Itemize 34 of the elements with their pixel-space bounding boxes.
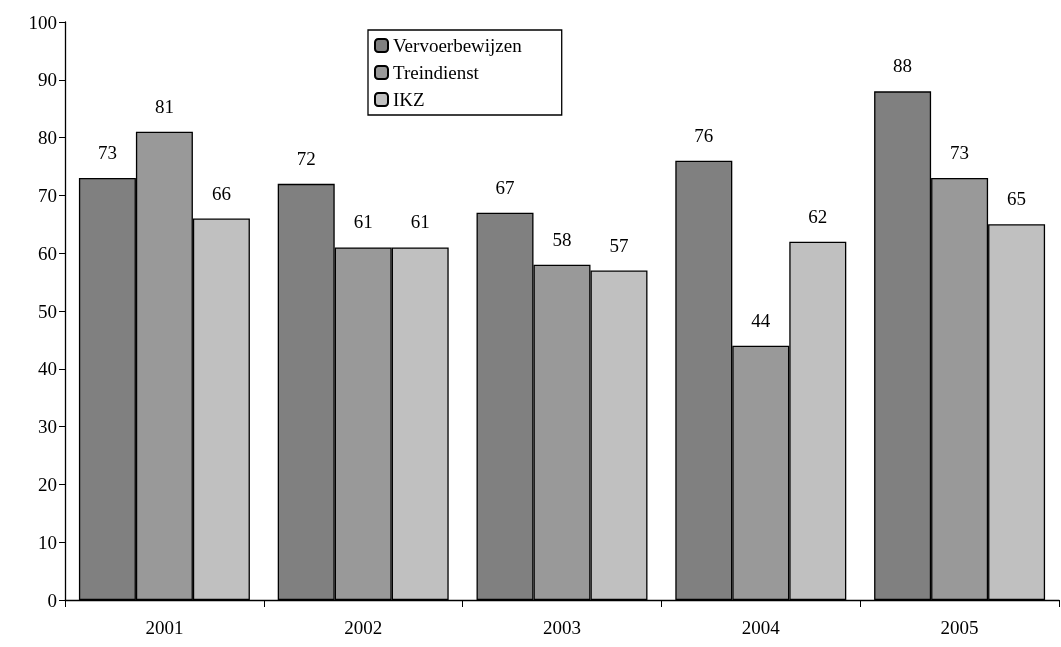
y-tick-label: 30 bbox=[38, 416, 57, 438]
y-tick-label: 0 bbox=[47, 589, 57, 611]
x-tick-label: 2004 bbox=[741, 617, 781, 638]
y-tick-label: 40 bbox=[38, 358, 57, 380]
y-tick-label: 100 bbox=[28, 11, 57, 33]
legend-label: Vervoerbewijzen bbox=[393, 35, 523, 56]
data-label: 62 bbox=[808, 205, 828, 227]
data-label: 76 bbox=[694, 124, 714, 146]
data-label: 58 bbox=[552, 228, 572, 250]
data-label: 81 bbox=[154, 95, 174, 117]
y-tick-label: 80 bbox=[38, 127, 57, 149]
data-label: 73 bbox=[97, 142, 117, 164]
y-tick-label: 70 bbox=[38, 184, 57, 206]
data-label: 65 bbox=[1007, 188, 1027, 210]
legend-label: IKZ bbox=[393, 89, 425, 110]
data-label: 73 bbox=[950, 142, 970, 164]
data-label: 57 bbox=[609, 234, 629, 256]
x-tick-label: 2003 bbox=[543, 617, 581, 638]
legend-label: Treindienst bbox=[393, 62, 480, 83]
y-tick-label: 10 bbox=[38, 531, 57, 553]
data-label: 44 bbox=[751, 309, 771, 331]
y-tick-label: 60 bbox=[38, 242, 57, 264]
x-tick-label: 2005 bbox=[940, 617, 979, 638]
y-tick-label: 90 bbox=[38, 69, 57, 91]
data-label: 88 bbox=[893, 55, 913, 77]
y-tick-label: 20 bbox=[38, 473, 57, 495]
data-label: 66 bbox=[211, 182, 231, 204]
x-tick-label: 2001 bbox=[145, 617, 184, 638]
data-label: 67 bbox=[495, 176, 515, 198]
x-tick-label: 2002 bbox=[344, 617, 383, 638]
data-label: 61 bbox=[410, 211, 430, 233]
data-label: 61 bbox=[353, 211, 373, 233]
data-label: 72 bbox=[296, 147, 316, 169]
y-tick-label: 50 bbox=[38, 300, 57, 322]
